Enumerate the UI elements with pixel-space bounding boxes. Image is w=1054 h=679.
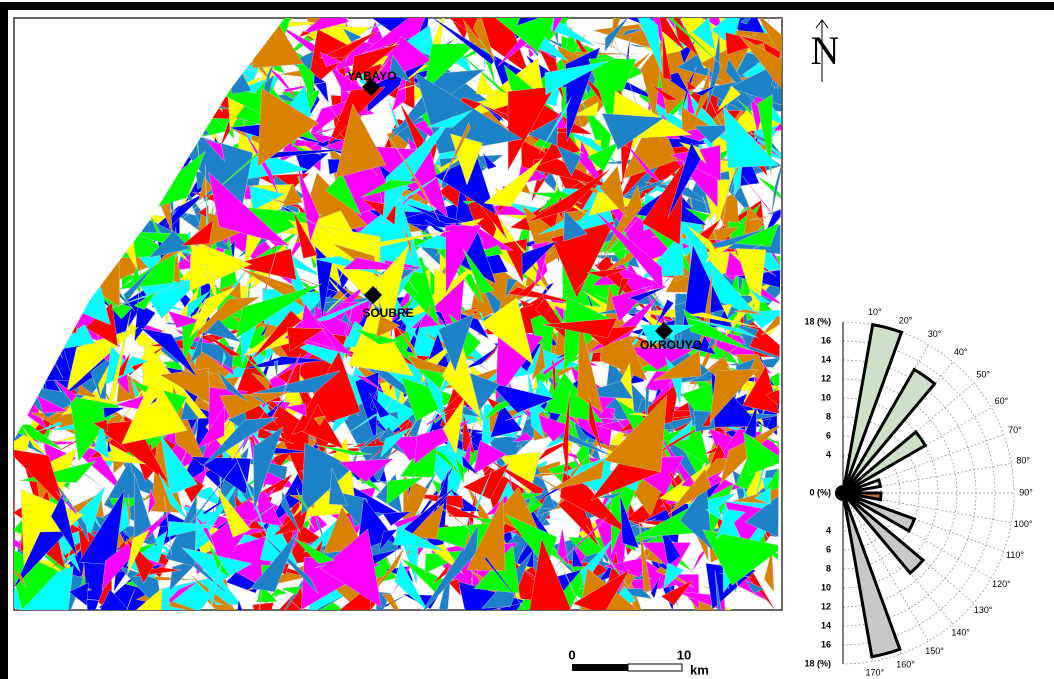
angle-label: 100° — [1014, 519, 1033, 529]
angle-label: 70° — [1008, 425, 1022, 435]
r-tick-label: 14 — [821, 620, 831, 630]
r-tick-label: 12 — [821, 373, 831, 383]
r-tick-label: 6 — [826, 430, 831, 440]
r-tick-label: 8 — [826, 411, 831, 421]
scale-label: 10 — [677, 647, 691, 662]
scale-white — [628, 664, 682, 671]
r-tick-label: 0 (%) — [809, 487, 831, 497]
angle-label: 30° — [928, 329, 942, 339]
angle-label: 130° — [974, 605, 993, 615]
r-tick-label: 16 — [821, 639, 831, 649]
angle-label: 90° — [1019, 487, 1033, 497]
angle-label: 140° — [951, 628, 970, 638]
place-label: OKROUYO — [640, 338, 702, 352]
r-tick-label: 14 — [821, 354, 831, 364]
place-label: SOUBRE — [362, 306, 413, 320]
map-page: YABAYO SOUBRE OKROUYO N 0 10 km 0 (%) 4 4 6… — [0, 0, 1054, 679]
north-arrow: N — [811, 20, 840, 82]
angle-label: 150° — [925, 646, 944, 656]
angle-label: 40° — [954, 347, 968, 357]
scale-label: 0 — [568, 647, 575, 662]
r-tick-label: 10 — [821, 392, 831, 402]
angle-label: 60° — [995, 396, 1009, 406]
scale-label: km — [690, 662, 709, 677]
r-tick-label: 18 (%) — [804, 658, 831, 668]
r-tick-label: 4 — [826, 525, 831, 535]
center-blob — [835, 485, 851, 501]
angle-label: 10° — [868, 307, 882, 317]
r-tick-label: 8 — [826, 563, 831, 573]
north-label: N — [811, 28, 840, 73]
r-tick-label: 4 — [826, 449, 831, 459]
scale-black — [572, 664, 628, 671]
angle-label: 50° — [976, 370, 990, 380]
r-tick-label: 18 (%) — [804, 316, 831, 326]
angle-label: 170° — [865, 668, 884, 678]
r-tick-label: 10 — [821, 582, 831, 592]
r-tick-label: 16 — [821, 335, 831, 345]
angle-label: 160° — [896, 659, 915, 669]
r-tick-label: 6 — [826, 544, 831, 554]
angle-label: 80° — [1016, 456, 1030, 466]
place-label: YABAYO — [347, 69, 396, 83]
angle-label: 110° — [1006, 550, 1024, 560]
r-tick-label: 12 — [821, 601, 831, 611]
angle-label: 120° — [992, 579, 1011, 589]
angle-label: 20° — [899, 315, 913, 325]
